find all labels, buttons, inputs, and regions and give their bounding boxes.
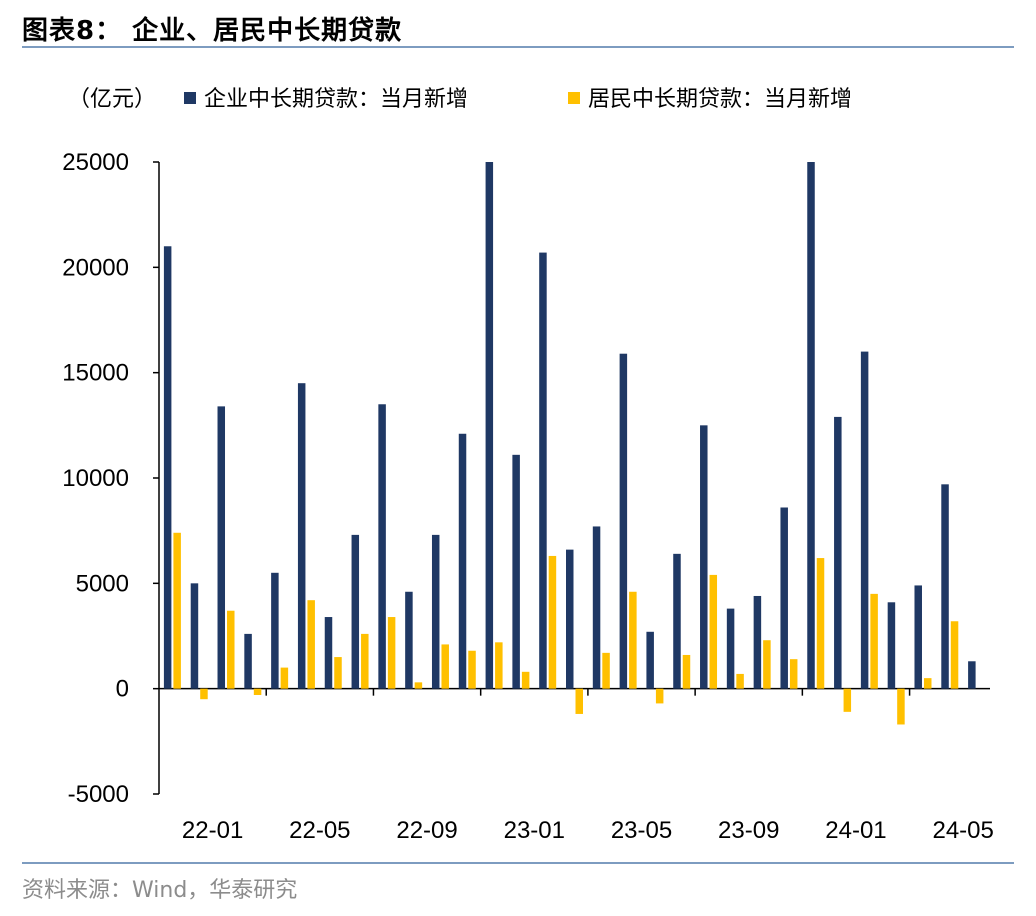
y-axis: -5000 0 5000 10000 15000 20000 25000 <box>62 149 160 808</box>
bar-household-23-10 <box>736 673 744 689</box>
legend-swatch-corporate <box>184 92 196 104</box>
bar-corporate-22-08 <box>351 534 360 689</box>
bar-corporate-23-10 <box>726 608 735 689</box>
bar-household-22-09 <box>387 617 396 689</box>
legend-swatch-household <box>568 92 580 104</box>
bar-corporate-23-12 <box>780 507 788 689</box>
bar-corporate-22-05 <box>271 572 279 689</box>
bar-corporate-24-01 <box>807 162 815 689</box>
bar-household-24-06 <box>950 621 959 689</box>
bar-corporate-23-07 <box>646 631 654 689</box>
bar-corporate-23-01 <box>485 162 494 689</box>
bar-corporate-22-01 <box>163 246 172 689</box>
x-tick-label: 23-01 <box>504 817 565 844</box>
x-tick-label: 24-05 <box>932 817 993 844</box>
bar-household-22-07 <box>334 657 342 689</box>
bar-corporate-23-08 <box>673 553 681 689</box>
bar-household-22-04 <box>253 688 262 695</box>
y-tick-label: 20000 <box>62 254 129 281</box>
x-axis: 22-01 22-05 22-09 23-01 23-05 23-09 24-01 24-05 <box>159 687 994 844</box>
bar-household-23-11 <box>763 640 771 689</box>
figure-title: 图表8： 企业、居民中长期贷款 <box>22 16 403 46</box>
bar-household-22-12 <box>468 650 476 689</box>
bar-household-24-02 <box>843 688 852 712</box>
bar-corporate-24-05 <box>914 585 922 689</box>
bar-corporate-24-02 <box>834 416 842 689</box>
bar-household-23-12 <box>789 659 798 689</box>
x-tick-label: 22-09 <box>396 817 457 844</box>
bar-corporate-24-04 <box>887 602 896 689</box>
bar-household-24-05 <box>923 678 932 689</box>
bar-corporate-23-05 <box>592 526 601 689</box>
legend: （亿元） 企业中长期贷款：当月新增 居民中长期贷款：当月新增 <box>68 87 852 112</box>
bar-household-23-04 <box>575 688 583 714</box>
bar-corporate-22-02 <box>190 583 199 689</box>
bar-corporate-23-02 <box>512 454 520 689</box>
y-tick-label: 5000 <box>76 570 129 597</box>
bar-household-23-03 <box>548 555 557 689</box>
bar-household-24-04 <box>897 688 905 725</box>
y-tick-label: 10000 <box>62 465 129 492</box>
bar-household-23-02 <box>521 671 530 689</box>
x-tick-label: 22-05 <box>289 817 350 844</box>
bar-corporate-24-07 <box>968 661 976 689</box>
bar-corporate-23-11 <box>753 595 762 689</box>
bar-household-23-09 <box>709 574 718 689</box>
bar-corporate-22-04 <box>244 633 252 689</box>
x-tick-label: 22-01 <box>182 817 243 844</box>
bar-corporate-22-12 <box>458 433 467 689</box>
bar-household-23-07 <box>655 688 664 704</box>
x-tick-label: 23-09 <box>718 817 779 844</box>
bar-corporate-24-03 <box>860 351 869 689</box>
bar-household-23-06 <box>629 591 637 689</box>
y-tick-label: 15000 <box>62 360 129 387</box>
y-tick-label: 25000 <box>62 149 129 176</box>
x-tick-label: 23-05 <box>611 817 672 844</box>
bar-corporate-22-11 <box>431 534 440 689</box>
bar-household-22-05 <box>280 667 289 689</box>
bar-corporate-24-06 <box>941 484 949 689</box>
bar-household-24-01 <box>816 558 825 689</box>
y-tick-label: -5000 <box>68 781 129 808</box>
bar-corporate-23-03 <box>539 252 547 689</box>
bar-corporate-23-06 <box>619 353 628 689</box>
bar-household-23-01 <box>495 642 503 689</box>
bar-household-22-01 <box>173 532 181 689</box>
bar-household-22-11 <box>441 644 449 689</box>
bar-household-23-08 <box>682 654 691 689</box>
legend-label-corporate: 企业中长期贷款：当月新增 <box>204 87 468 112</box>
legend-label-household: 居民中长期贷款：当月新增 <box>588 87 852 112</box>
bar-household-22-06 <box>307 600 315 689</box>
bar-corporate-22-07 <box>324 617 333 689</box>
bar-household-22-03 <box>227 610 235 689</box>
legend-unit-label: （亿元） <box>68 87 156 112</box>
bar-corporate-22-09 <box>378 404 386 689</box>
bar-corporate-22-03 <box>217 406 226 689</box>
bar-corporate-23-09 <box>700 425 708 689</box>
bar-household-22-02 <box>200 688 208 700</box>
bottom-rule <box>22 862 1014 864</box>
bar-corporate-22-10 <box>405 591 413 689</box>
bar-household-22-10 <box>414 682 423 689</box>
bar-corporate-22-06 <box>297 383 306 689</box>
y-tick-label: 0 <box>116 676 129 703</box>
bar-household-23-05 <box>602 652 610 689</box>
bar-household-22-08 <box>361 633 369 689</box>
top-rule <box>22 46 1014 48</box>
source-note: 资料来源：Wind，华泰研究 <box>22 878 298 903</box>
bar-corporate-23-04 <box>566 549 574 689</box>
x-tick-label: 24-01 <box>825 817 886 844</box>
bars <box>163 162 976 725</box>
bar-household-24-03 <box>870 593 878 689</box>
